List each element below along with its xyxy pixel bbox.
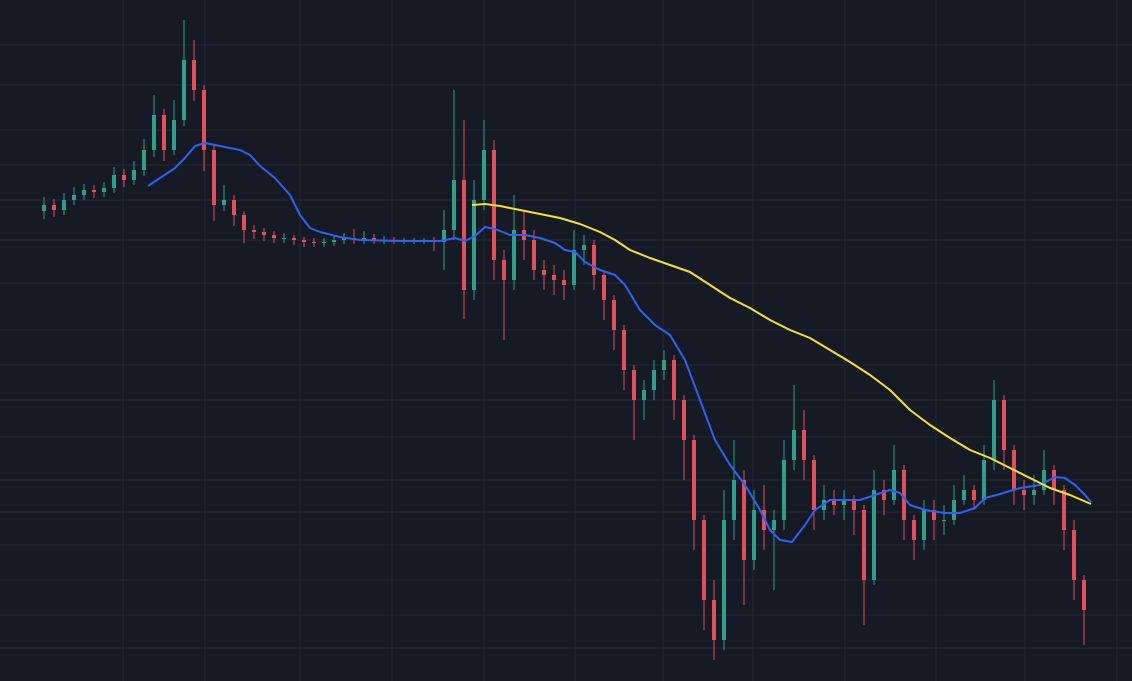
candle-body (792, 430, 796, 460)
candle-body (472, 200, 476, 290)
candle-body (532, 240, 536, 270)
candle-body (982, 460, 986, 500)
candle-body (842, 500, 846, 505)
candle-body (902, 470, 906, 520)
candle-body (232, 200, 236, 215)
candle-body (632, 370, 636, 400)
candle-body (992, 400, 996, 460)
candle-body (1002, 400, 1006, 450)
candle-body (1032, 490, 1036, 495)
candle-body (882, 490, 886, 500)
candle-body (1052, 470, 1056, 490)
candle-body (442, 230, 446, 242)
candle-body (562, 280, 566, 285)
candle-body (622, 330, 626, 370)
candle-body (782, 460, 786, 520)
candle-body (1022, 490, 1026, 495)
candle-body (772, 520, 776, 530)
candle-body (1042, 470, 1046, 490)
candle-body (322, 242, 326, 243)
candle-body (42, 205, 46, 211)
candle-body (152, 115, 156, 150)
candle-body (512, 230, 516, 280)
candle-body (942, 520, 946, 521)
candle-body (642, 390, 646, 400)
candle-body (722, 520, 726, 640)
candle-body (552, 275, 556, 280)
candle-body (292, 238, 296, 240)
candle-body (832, 500, 836, 505)
candle-body (192, 60, 196, 90)
candle-body (1082, 580, 1086, 610)
candle-body (932, 510, 936, 520)
candle-body (892, 470, 896, 500)
candle-body (662, 360, 666, 370)
candle-body (92, 190, 96, 192)
candle-body (302, 240, 306, 242)
candle-body (572, 250, 576, 285)
candle-body (112, 175, 116, 188)
candle-body (182, 60, 186, 120)
candle-body (222, 200, 226, 205)
candle-body (212, 150, 216, 205)
candle-body (952, 500, 956, 520)
candle-body (672, 360, 676, 400)
moving-average-line (147, 142, 1092, 543)
candle-body (102, 188, 106, 192)
candle-body (462, 180, 466, 290)
candle-body (342, 238, 346, 240)
candle-body (172, 120, 176, 150)
candle-body (692, 440, 696, 520)
candle-body (542, 270, 546, 275)
candle-body (742, 480, 746, 560)
candle-body (162, 115, 166, 150)
candle-body (82, 190, 86, 195)
candle-body (242, 215, 246, 230)
candle-body (252, 230, 256, 232)
candle-body (702, 520, 706, 600)
candle-body (602, 275, 606, 300)
candle-body (202, 90, 206, 150)
candle-body (262, 232, 266, 235)
candle-body (652, 370, 656, 390)
candle-body (592, 245, 596, 275)
candle-body (62, 200, 66, 210)
candle-body (752, 510, 756, 560)
candle-body (132, 170, 136, 180)
candle-body (712, 600, 716, 640)
candle-body (1062, 490, 1066, 530)
candle-body (962, 490, 966, 500)
candle-body (922, 510, 926, 540)
candle-body (452, 180, 456, 230)
candle-body (612, 300, 616, 330)
candle-body (912, 520, 916, 540)
candle-body (812, 460, 816, 510)
candle-body (582, 245, 586, 250)
candle-body (732, 480, 736, 520)
candle-body (862, 510, 866, 580)
candle-body (272, 235, 276, 238)
candle-body (312, 242, 316, 243)
candle-body (502, 260, 506, 280)
candle-body (682, 400, 686, 440)
candle-body (72, 195, 76, 200)
moving-average-line (471, 203, 1092, 505)
candle-body (872, 490, 876, 580)
candle-body (802, 430, 806, 460)
candle-body (52, 205, 56, 210)
candle-body (1072, 530, 1076, 580)
candle-body (122, 175, 126, 180)
candle-body (332, 240, 336, 242)
candle-body (852, 500, 856, 510)
candle-body (282, 238, 286, 239)
candle-body (972, 490, 976, 500)
candle-body (142, 150, 146, 170)
candle-body (482, 150, 486, 200)
candle-body (362, 238, 366, 240)
candle-body (372, 238, 376, 240)
